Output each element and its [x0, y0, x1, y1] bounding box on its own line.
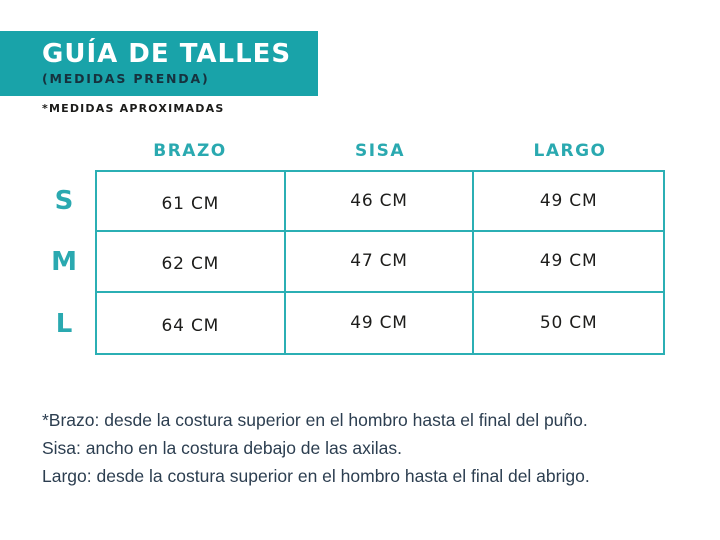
cell-m-largo: 49 CM — [474, 232, 663, 293]
measurement-footnotes: *Brazo: desde la costura superior en el … — [42, 406, 590, 490]
column-header-largo: LARGO — [533, 141, 607, 161]
footnote-brazo: *Brazo: desde la costura superior en el … — [42, 410, 588, 430]
cell-s-sisa: 46 CM — [285, 172, 475, 233]
footnote-largo: Largo: desde la costura superior en el h… — [42, 466, 590, 486]
size-label-l: L — [55, 309, 73, 340]
size-guide-table: 61 CM 46 CM 49 CM 62 CM 47 CM 49 CM 64 C… — [95, 170, 665, 355]
column-header-brazo: BRAZO — [153, 141, 227, 161]
title-banner: GUÍA DE TALLES (MEDIDAS PRENDA) — [0, 31, 318, 96]
cell-l-sisa: 49 CM — [286, 292, 475, 353]
table-column-headers: BRAZO SISA LARGO — [95, 141, 665, 161]
footnote-sisa: Sisa: ancho en la costura debajo de las … — [42, 438, 402, 458]
cell-m-sisa: 47 CM — [285, 232, 475, 293]
cell-l-brazo: 64 CM — [97, 292, 286, 353]
cell-l-largo: 50 CM — [539, 312, 598, 333]
size-label-m: M — [51, 247, 77, 278]
cell-s-brazo: 61 CM — [97, 172, 286, 233]
cell-m-brazo: 62 CM — [97, 232, 286, 293]
page-subtitle: (MEDIDAS PRENDA) — [42, 70, 210, 86]
cell-s-largo: 49 CM — [474, 172, 663, 233]
page-title: GUÍA DE TALLES — [42, 39, 292, 70]
size-label-s: S — [54, 185, 74, 216]
approximate-measures-note: *MEDIDAS APROXIMADAS — [42, 102, 225, 115]
size-row-labels: S M L — [40, 170, 88, 355]
column-header-sisa: SISA — [355, 141, 405, 161]
